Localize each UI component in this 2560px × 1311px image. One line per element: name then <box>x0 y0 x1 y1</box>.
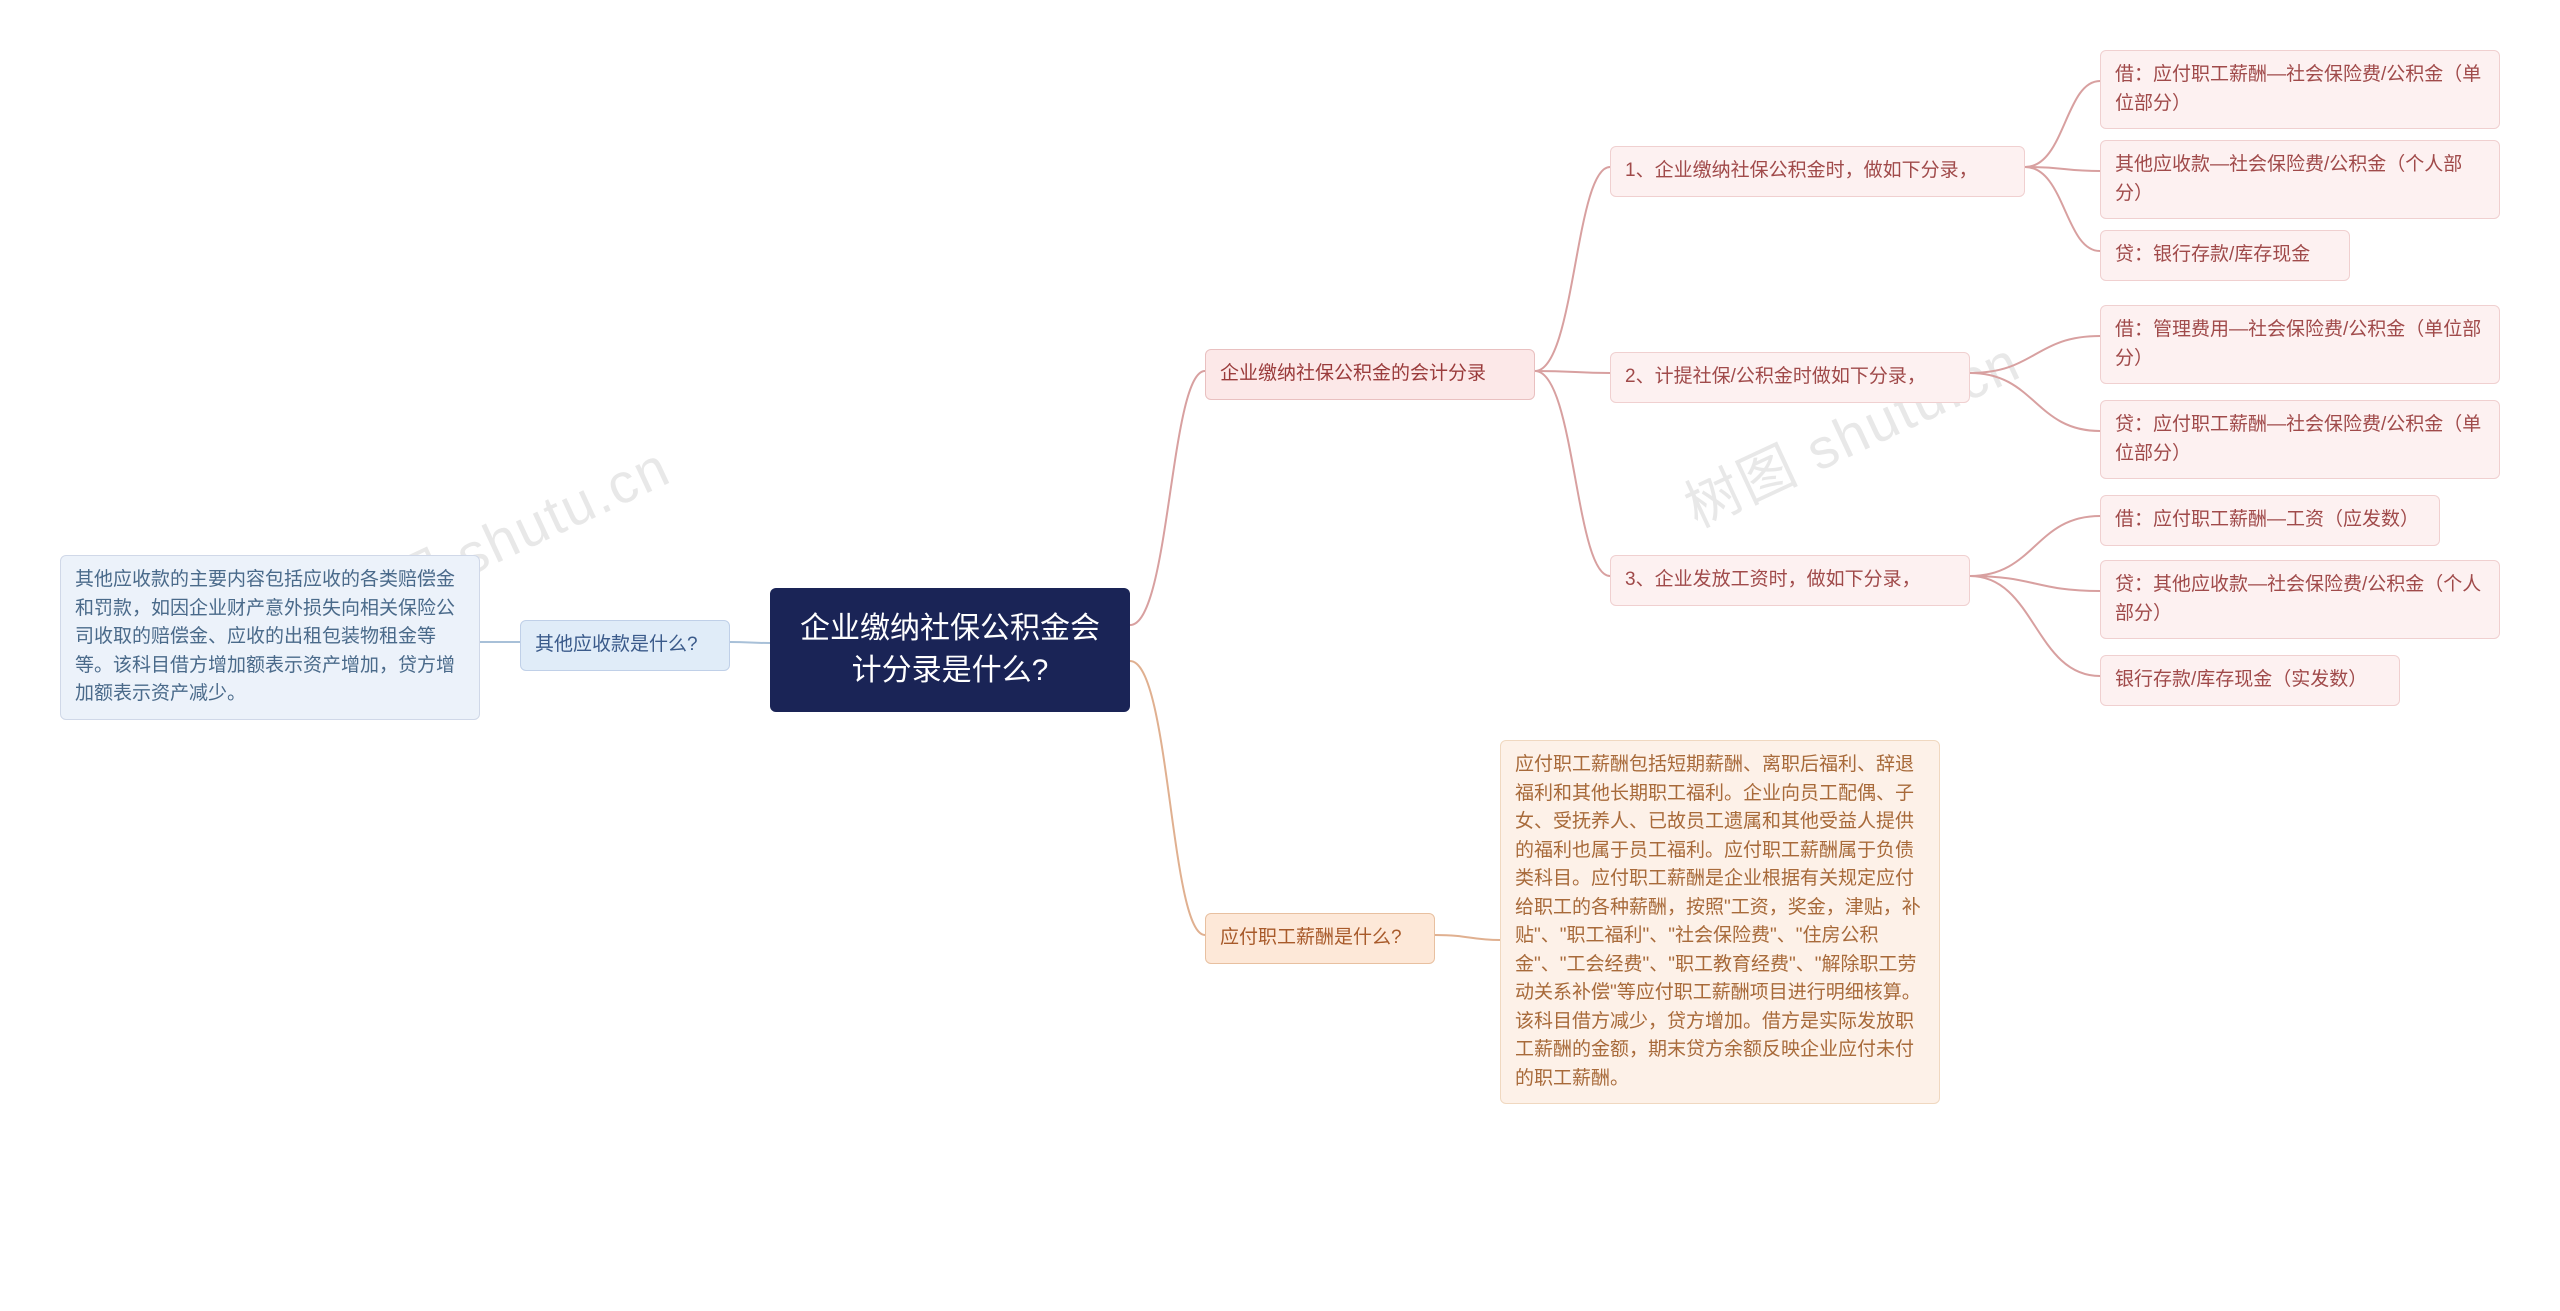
right-branch-1-child-3[interactable]: 3、企业发放工资时，做如下分录， <box>1610 555 1970 606</box>
r1-c3-leaf-2[interactable]: 贷：其他应收款—社会保险费/公积金（个人部分） <box>2100 560 2500 639</box>
r1-c2-leaf-2[interactable]: 贷：应付职工薪酬—社会保险费/公积金（单位部分） <box>2100 400 2500 479</box>
right-branch-2-leaf[interactable]: 应付职工薪酬包括短期薪酬、离职后福利、辞退福利和其他长期职工福利。企业向员工配偶… <box>1500 740 1940 1104</box>
mindmap-canvas: 企业缴纳社保公积金会计分录是什么? 其他应收款是什么? 其他应收款的主要内容包括… <box>0 0 2560 1311</box>
right-branch-1[interactable]: 企业缴纳社保公积金的会计分录 <box>1205 349 1535 400</box>
r1-c1-leaf-1[interactable]: 借：应付职工薪酬—社会保险费/公积金（单位部分） <box>2100 50 2500 129</box>
central-node[interactable]: 企业缴纳社保公积金会计分录是什么? <box>770 588 1130 712</box>
right-branch-2[interactable]: 应付职工薪酬是什么? <box>1205 913 1435 964</box>
r1-c2-leaf-1[interactable]: 借：管理费用—社会保险费/公积金（单位部分） <box>2100 305 2500 384</box>
right-branch-1-child-1[interactable]: 1、企业缴纳社保公积金时，做如下分录， <box>1610 146 2025 197</box>
left-branch-1-leaf[interactable]: 其他应收款的主要内容包括应收的各类赔偿金和罚款，如因企业财产意外损失向相关保险公… <box>60 555 480 720</box>
r1-c1-leaf-2[interactable]: 其他应收款—社会保险费/公积金（个人部分） <box>2100 140 2500 219</box>
r1-c3-leaf-3[interactable]: 银行存款/库存现金（实发数） <box>2100 655 2400 706</box>
r1-c3-leaf-1[interactable]: 借：应付职工薪酬—工资（应发数） <box>2100 495 2440 546</box>
left-branch-1[interactable]: 其他应收款是什么? <box>520 620 730 671</box>
r1-c1-leaf-3[interactable]: 贷：银行存款/库存现金 <box>2100 230 2350 281</box>
right-branch-1-child-2[interactable]: 2、计提社保/公积金时做如下分录， <box>1610 352 1970 403</box>
